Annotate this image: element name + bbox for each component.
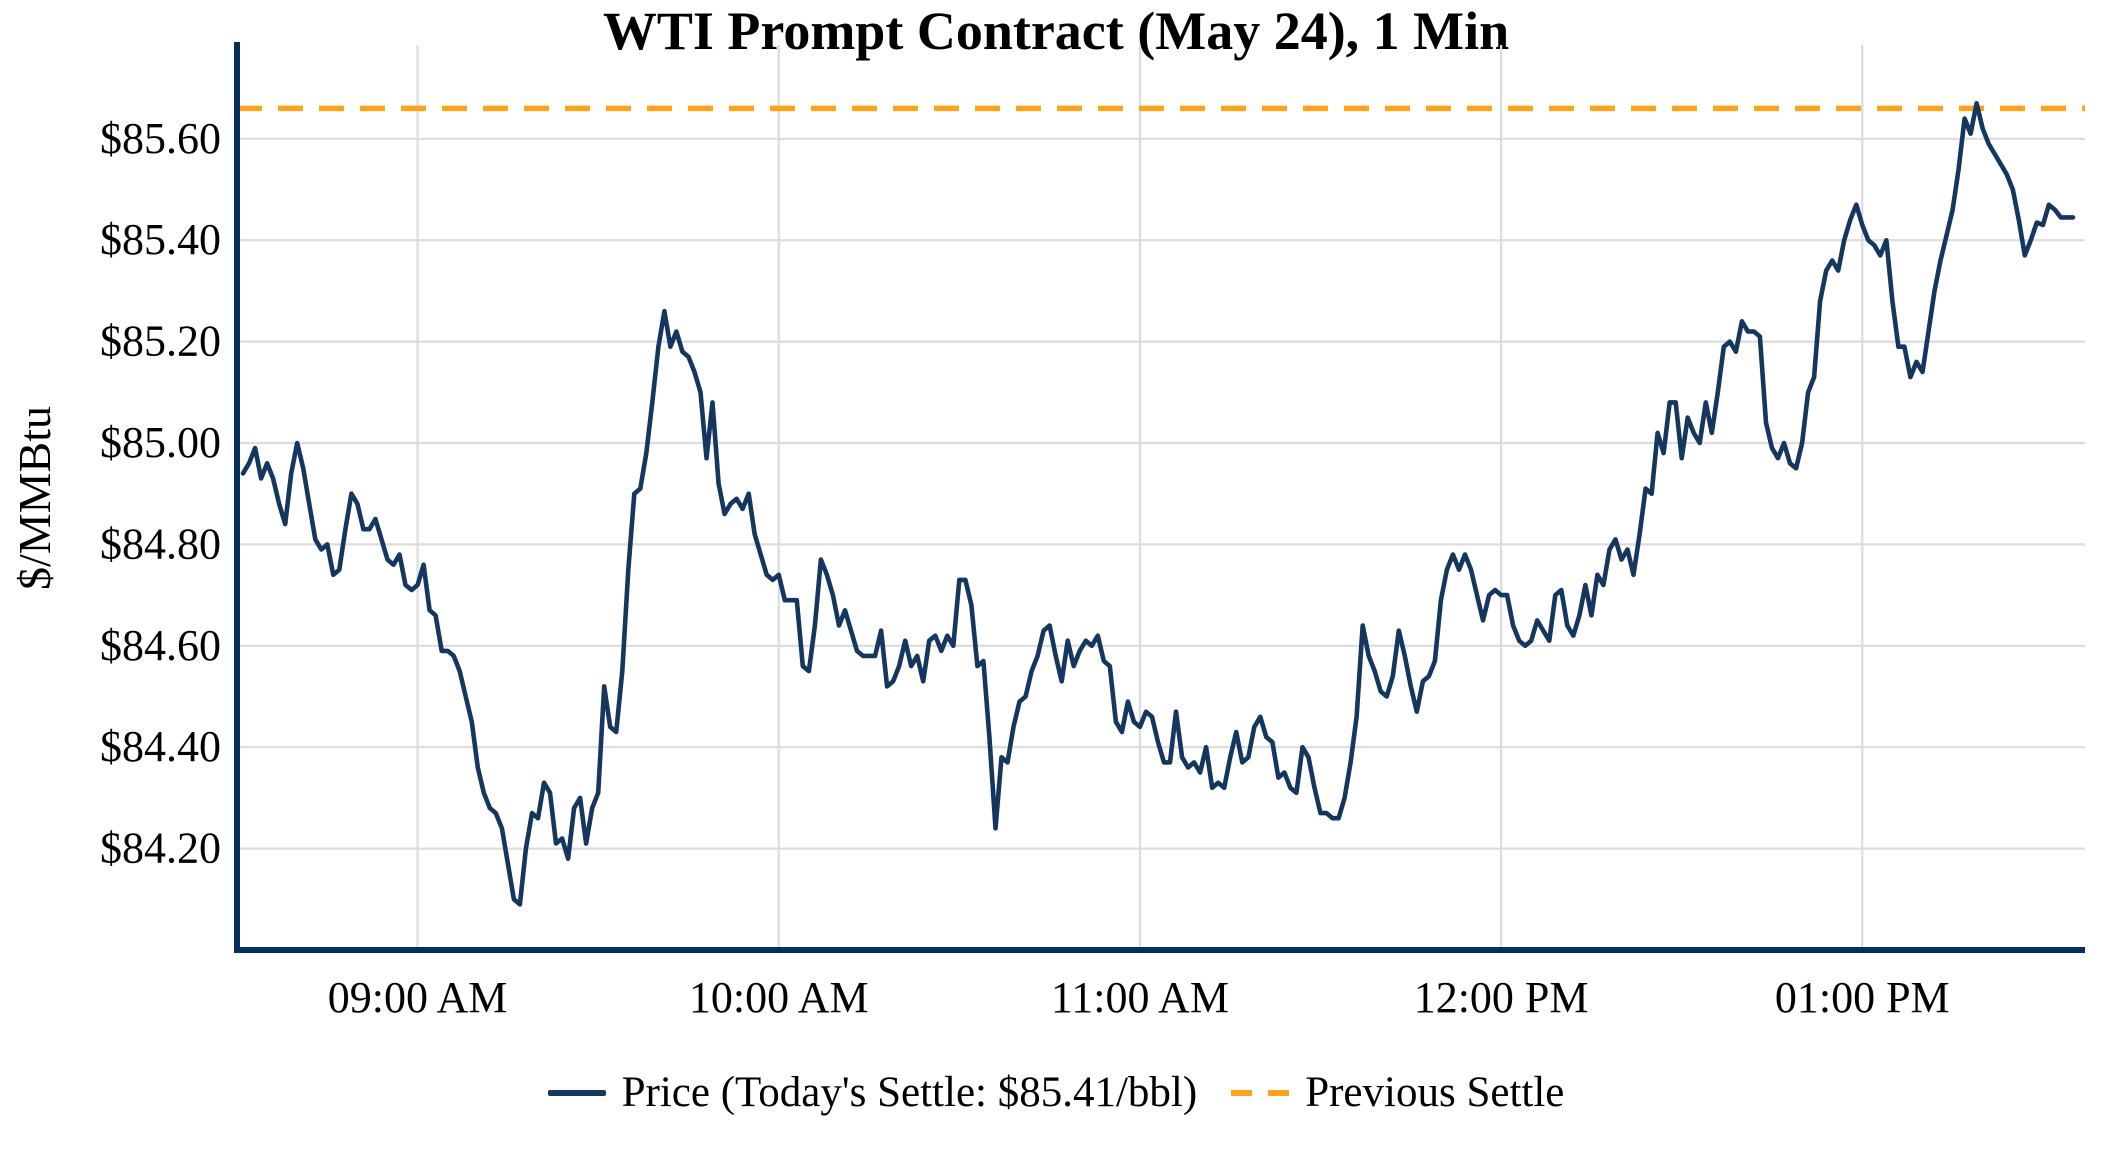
- y-tick-label: $84.40: [100, 722, 221, 771]
- x-tick-label: 11:00 AM: [1051, 973, 1229, 1022]
- chart-title: WTI Prompt Contract (May 24), 1 Min: [602, 1, 1510, 61]
- x-tick-label: 01:00 PM: [1775, 973, 1950, 1022]
- legend-item-price: Price (Today's Settle: $85.41/bbl): [547, 1068, 1198, 1117]
- y-tick-label: $85.00: [100, 418, 221, 467]
- legend: Price (Today's Settle: $85.41/bbl) Previ…: [0, 1068, 2112, 1117]
- y-tick-label: $85.60: [100, 114, 221, 163]
- y-tick-label: $84.80: [100, 519, 221, 568]
- y-tick-label: $85.20: [100, 317, 221, 366]
- x-tick-label: 12:00 PM: [1414, 973, 1589, 1022]
- y-tick-label: $84.20: [100, 824, 221, 873]
- price-line-swatch: [547, 1089, 606, 1096]
- price-line: [240, 101, 2076, 907]
- legend-price-label: Price (Today's Settle: $85.41/bbl): [621, 1069, 1198, 1116]
- legend-item-prev-settle: Previous Settle: [1231, 1068, 1564, 1117]
- previous-settle-swatch: [1231, 1089, 1290, 1096]
- y-tick-label: $84.60: [100, 621, 221, 670]
- y-tick-label: $85.40: [100, 215, 221, 264]
- x-tick-label: 10:00 AM: [689, 973, 869, 1022]
- legend-prev-settle-label: Previous Settle: [1305, 1069, 1565, 1116]
- x-tick-label: 09:00 AM: [328, 973, 508, 1022]
